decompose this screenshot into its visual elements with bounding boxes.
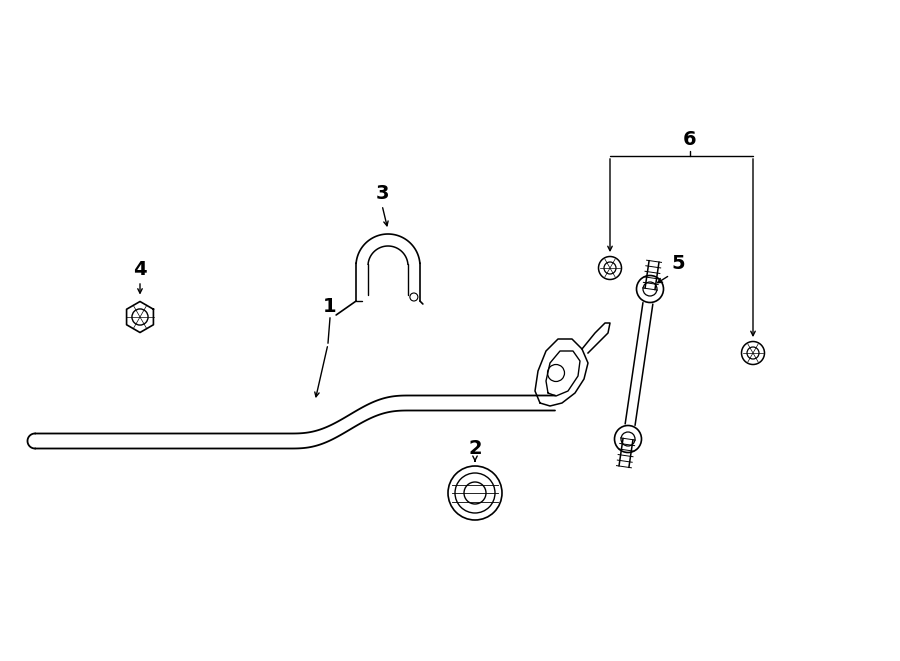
Text: 6: 6: [683, 130, 697, 149]
Text: 4: 4: [133, 260, 147, 278]
Text: 1: 1: [323, 297, 337, 315]
Text: 3: 3: [375, 184, 389, 202]
Text: 5: 5: [671, 254, 685, 272]
Text: 2: 2: [468, 440, 482, 459]
